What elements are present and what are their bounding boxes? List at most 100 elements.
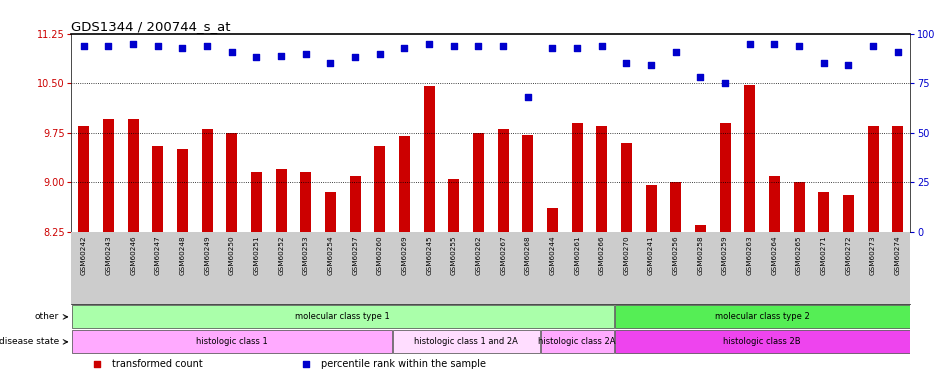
Point — [815, 60, 830, 66]
Text: GSM60259: GSM60259 — [722, 235, 727, 275]
Bar — [744, 84, 755, 231]
Point — [323, 60, 338, 66]
Text: histologic class 2A: histologic class 2A — [538, 338, 615, 346]
Text: GSM60253: GSM60253 — [303, 235, 308, 275]
Bar — [374, 146, 385, 231]
Bar — [719, 123, 730, 231]
Bar — [546, 209, 558, 231]
Text: GSM60252: GSM60252 — [278, 235, 284, 275]
Bar — [202, 129, 212, 231]
Text: GSM60272: GSM60272 — [844, 235, 850, 275]
Point — [667, 48, 683, 54]
Text: transformed count: transformed count — [111, 359, 202, 369]
Bar — [571, 123, 582, 231]
Point — [126, 40, 141, 46]
Text: GSM60263: GSM60263 — [746, 235, 752, 275]
Point — [89, 361, 104, 367]
Text: GSM60246: GSM60246 — [130, 235, 136, 275]
Point — [569, 45, 585, 51]
Point — [421, 40, 436, 46]
Point — [446, 43, 461, 49]
Point — [766, 40, 782, 46]
Bar — [497, 129, 508, 231]
Text: molecular class type 2: molecular class type 2 — [714, 312, 808, 321]
Text: GSM60268: GSM60268 — [525, 235, 530, 275]
Point — [742, 40, 757, 46]
Text: GSM60271: GSM60271 — [820, 235, 826, 275]
Text: GSM60265: GSM60265 — [795, 235, 802, 275]
Text: GSM60247: GSM60247 — [154, 235, 161, 275]
Point — [396, 45, 411, 51]
Bar — [399, 136, 409, 231]
Point — [520, 94, 535, 100]
Text: GSM60258: GSM60258 — [697, 235, 703, 275]
Bar — [472, 133, 484, 231]
Text: GSM60255: GSM60255 — [450, 235, 456, 275]
Text: GSM60261: GSM60261 — [573, 235, 580, 275]
Point — [889, 48, 904, 54]
Text: molecular class type 1: molecular class type 1 — [295, 312, 389, 321]
Bar — [793, 182, 803, 231]
Point — [372, 51, 387, 57]
Bar — [300, 172, 311, 231]
Text: histologic class 1 and 2A: histologic class 1 and 2A — [414, 338, 518, 346]
Point — [643, 62, 658, 68]
Text: other: other — [35, 312, 68, 321]
Point — [717, 80, 732, 86]
Bar — [78, 126, 89, 231]
Bar — [447, 179, 459, 231]
Bar — [226, 133, 237, 231]
Bar — [72, 305, 613, 328]
Point — [101, 43, 116, 49]
Text: histologic class 1: histologic class 1 — [196, 338, 268, 346]
Bar — [818, 192, 828, 231]
Bar — [325, 192, 336, 231]
Text: GSM60269: GSM60269 — [401, 235, 407, 275]
Bar — [614, 330, 908, 353]
Bar — [614, 305, 908, 328]
Bar — [540, 330, 613, 353]
Text: disease state: disease state — [0, 338, 68, 346]
Text: GSM60243: GSM60243 — [106, 235, 111, 275]
Text: GSM60254: GSM60254 — [327, 235, 333, 275]
Text: GSM60251: GSM60251 — [253, 235, 259, 275]
Bar — [694, 225, 705, 231]
Bar — [891, 126, 902, 231]
Bar — [392, 330, 539, 353]
Text: GSM60274: GSM60274 — [894, 235, 900, 275]
Point — [298, 51, 313, 57]
Point — [298, 361, 313, 367]
Point — [618, 60, 633, 66]
Point — [840, 62, 855, 68]
Text: GSM60273: GSM60273 — [869, 235, 875, 275]
Bar — [669, 182, 681, 231]
Bar — [866, 126, 878, 231]
Text: GSM60257: GSM60257 — [351, 235, 358, 275]
Text: GSM60262: GSM60262 — [475, 235, 481, 275]
Text: GSM60270: GSM60270 — [623, 235, 629, 275]
Text: percentile rank within the sample: percentile rank within the sample — [321, 359, 486, 369]
Bar — [423, 87, 434, 231]
Bar — [842, 195, 853, 231]
Point — [76, 43, 91, 49]
Point — [224, 48, 239, 54]
Bar — [103, 120, 114, 231]
Point — [864, 43, 880, 49]
Text: GSM60264: GSM60264 — [770, 235, 777, 275]
Text: GSM60244: GSM60244 — [549, 235, 555, 275]
Point — [174, 45, 189, 51]
Point — [692, 74, 707, 80]
Text: GSM60250: GSM60250 — [228, 235, 234, 275]
Point — [347, 54, 363, 60]
Point — [593, 43, 608, 49]
Point — [495, 43, 510, 49]
Text: GSM60260: GSM60260 — [376, 235, 383, 275]
Bar — [250, 172, 262, 231]
Point — [248, 54, 264, 60]
Bar — [152, 146, 163, 231]
Point — [470, 43, 486, 49]
Bar — [768, 176, 779, 231]
Point — [199, 43, 214, 49]
Text: GSM60248: GSM60248 — [179, 235, 186, 275]
Point — [791, 43, 806, 49]
